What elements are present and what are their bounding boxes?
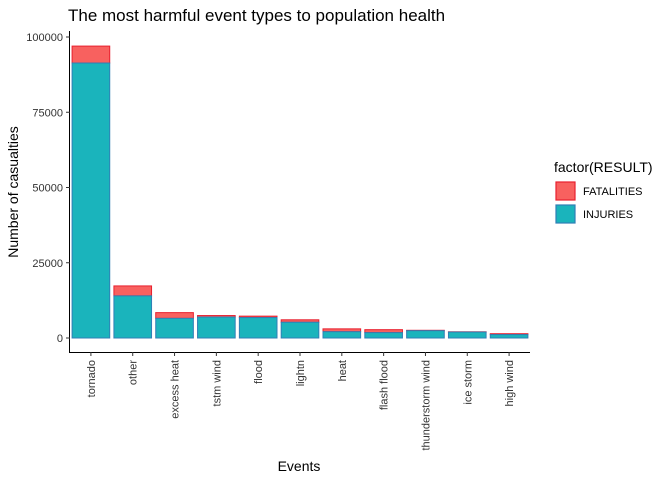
y-tick-label: 100000 <box>26 32 63 44</box>
x-ticks-group: tornado other excess heat tstm wind flood lig… <box>86 352 516 451</box>
x-tick-label: tstm wind <box>211 360 223 406</box>
legend-label-fatalities: FATALITIES <box>583 186 643 198</box>
y-ticks-group: 0 25000 50000 75000 100000 <box>26 32 70 345</box>
x-tick-label: thunderstorm wind <box>420 360 432 451</box>
legend-key-fatalities <box>555 181 576 201</box>
x-tick-label: tornado <box>86 360 98 397</box>
bar-injuries-tornado <box>71 62 111 339</box>
x-axis-title: Events <box>278 458 321 474</box>
bar-injuries-ice-storm <box>447 331 487 339</box>
x-tick-label: lightn <box>295 360 307 386</box>
y-tick-label: 75000 <box>32 107 63 119</box>
bar-injuries-heat <box>322 331 362 339</box>
bars-group <box>71 45 529 339</box>
y-tick-label: 0 <box>57 333 63 345</box>
bar-injuries-high-wind <box>489 334 529 339</box>
x-tick-label: flood <box>253 360 265 384</box>
bar-injuries-flood <box>238 317 278 339</box>
bar-fatalities-excess-heat <box>155 312 194 319</box>
bar-injuries-other <box>113 295 153 339</box>
x-tick-label: excess heat <box>170 360 182 419</box>
legend-label-injuries: INJURIES <box>583 209 633 221</box>
bar-fatalities-other <box>113 285 153 297</box>
y-axis-title: Number of casualties <box>5 126 21 258</box>
legend-title: factor(RESULT) <box>554 159 653 175</box>
bar-injuries-tstm-wind <box>197 316 236 339</box>
bar-injuries-thunderstorm-wind <box>406 330 445 339</box>
x-tick-label: heat <box>337 360 349 381</box>
bar-injuries-lightn <box>280 321 320 339</box>
x-tick-label: ice storm <box>462 360 474 405</box>
chart-title: The most harmful event types to populati… <box>68 6 445 25</box>
x-tick-label: other <box>128 360 140 385</box>
legend-key-injuries <box>555 204 576 224</box>
bar-injuries-flash-flood <box>364 332 403 339</box>
y-tick-label: 50000 <box>32 183 63 195</box>
bar-injuries-excess-heat <box>155 317 194 339</box>
x-tick-label: flash flood <box>379 360 391 410</box>
bar-fatalities-tornado <box>71 45 111 64</box>
legend: factor(RESULT) FATALITIES INJURIES <box>554 159 653 224</box>
y-tick-label: 25000 <box>32 258 63 270</box>
x-tick-label: high wind <box>504 360 516 406</box>
